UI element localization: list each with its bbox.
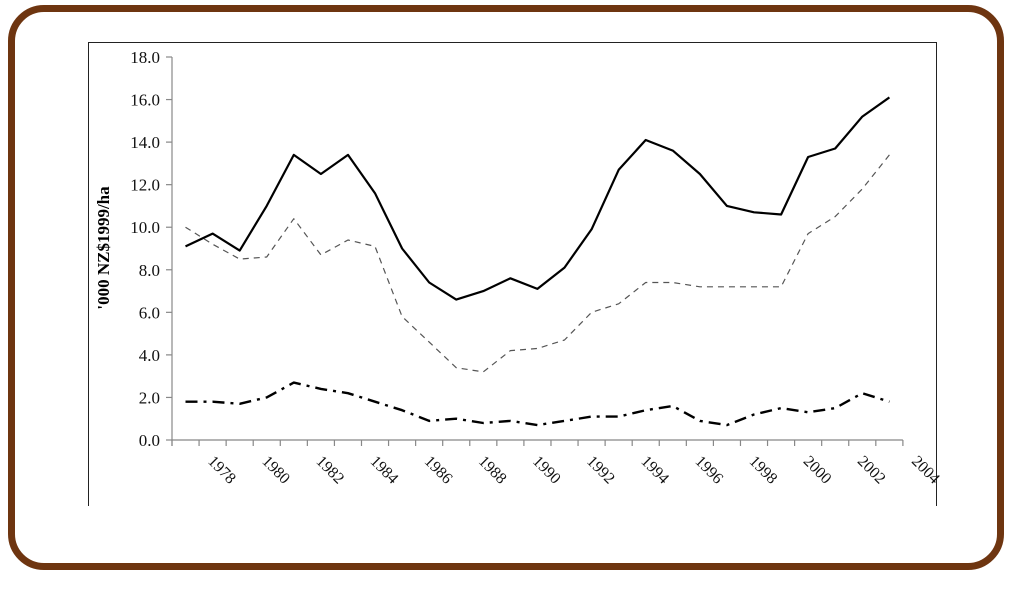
- y-tick-label: 10.0: [130, 218, 160, 237]
- x-tick-label: 1988: [475, 453, 510, 488]
- x-tick-label: 1996: [692, 453, 727, 488]
- y-tick-label: 14.0: [130, 133, 160, 152]
- x-tick-label: 1984: [367, 453, 402, 488]
- y-tick-label: 18.0: [130, 48, 160, 67]
- x-tick-label: 1992: [583, 453, 618, 488]
- outer-frame: [8, 5, 1004, 570]
- y-tick-label: 4.0: [139, 346, 160, 365]
- y-tick-label: 16.0: [130, 91, 160, 110]
- x-tick-label: 2000: [800, 453, 835, 488]
- y-tick-label: 0.0: [139, 431, 160, 450]
- series-dashed: [185, 154, 890, 373]
- x-tick-label: 1986: [421, 453, 456, 488]
- series-dash-dot: [185, 381, 890, 427]
- y-tick-label: 8.0: [139, 261, 160, 280]
- x-tick-label: 1998: [746, 453, 781, 488]
- y-tick-label: 12.0: [130, 176, 160, 195]
- chart-border: [88, 42, 937, 506]
- x-tick-label: 2002: [854, 453, 889, 488]
- series-solid: [185, 96, 891, 301]
- x-tick-label: 1994: [637, 453, 672, 488]
- x-tick-label: 1978: [204, 453, 239, 488]
- y-tick-label: 2.0: [139, 388, 160, 407]
- x-tick-label: 1990: [529, 453, 564, 488]
- y-tick-label: 6.0: [139, 303, 160, 322]
- x-tick-label: 1982: [313, 453, 348, 488]
- x-tick-label: 2004: [908, 453, 943, 488]
- x-tick-label: 1980: [258, 453, 293, 488]
